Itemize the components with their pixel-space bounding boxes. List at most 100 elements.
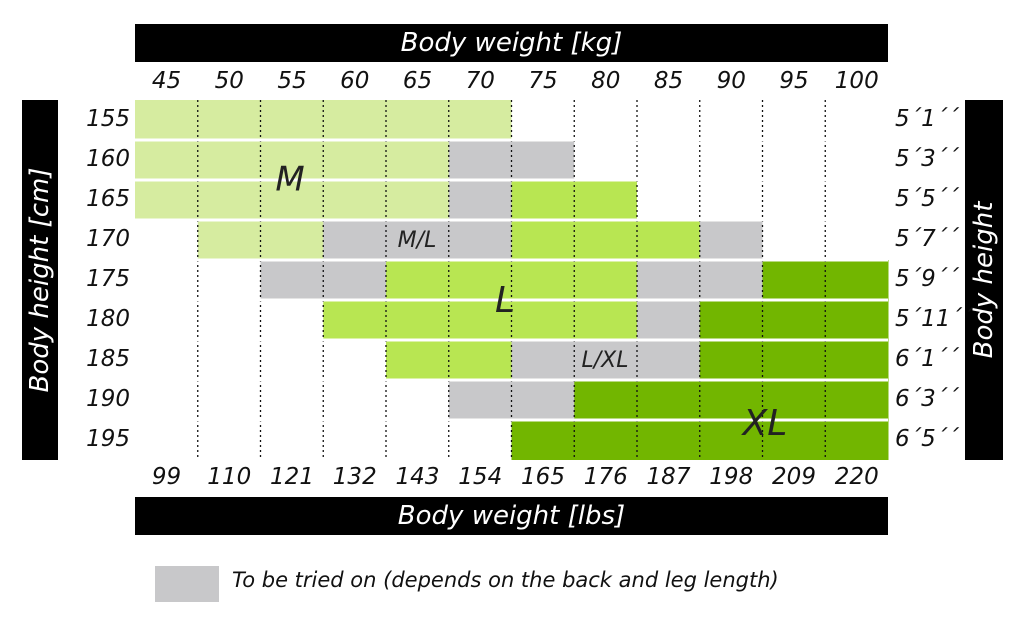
- tick-cm: 185: [86, 346, 130, 372]
- region-label-l: L: [495, 280, 515, 321]
- tick-cm: 165: [86, 186, 130, 212]
- cell-160-80: [574, 140, 638, 180]
- cell-170-95: [762, 220, 826, 260]
- tick-cm: 175: [86, 266, 130, 292]
- cell-155-75: [511, 100, 575, 140]
- cell-185-70: [448, 340, 512, 380]
- cell-160-85: [637, 140, 701, 180]
- left-axis-title: Body height [cm]: [22, 100, 58, 460]
- region-label-m: M: [275, 160, 304, 200]
- cell-170-55: [260, 220, 324, 260]
- legend-swatch: [155, 566, 219, 602]
- cell-175-65: [386, 260, 450, 300]
- cell-170-45: [135, 220, 199, 260]
- cell-160-70: [448, 140, 512, 180]
- cell-155-55: [260, 100, 324, 140]
- tick-kg: 60: [340, 68, 370, 94]
- tick-lbs: 154: [458, 464, 503, 490]
- tick-kg: 45: [151, 68, 182, 94]
- cell-175-80: [574, 260, 638, 300]
- cell-175-95: [762, 260, 826, 300]
- tick-cm: 160: [86, 146, 130, 172]
- cell-190-75: [511, 380, 575, 420]
- tick-cm: 170: [86, 226, 130, 252]
- cell-165-75: [511, 180, 575, 220]
- cell-180-45: [135, 300, 199, 340]
- cell-195-70: [448, 420, 512, 460]
- cell-165-90: [699, 180, 763, 220]
- cell-160-60: [323, 140, 387, 180]
- tick-kg: 75: [528, 68, 558, 94]
- tick-ft: 6´1´´: [895, 346, 959, 372]
- cell-185-45: [135, 340, 199, 380]
- cell-195-90: [699, 420, 763, 460]
- cell-175-100: [825, 260, 889, 300]
- tick-lbs: 110: [207, 464, 252, 490]
- cell-180-55: [260, 300, 324, 340]
- cell-195-55: [260, 420, 324, 460]
- tick-kg: 100: [834, 68, 879, 94]
- cell-155-45: [135, 100, 199, 140]
- cell-160-55: [260, 140, 324, 180]
- cell-185-95: [762, 340, 826, 380]
- tick-ft: 6´3´´: [895, 386, 959, 412]
- cell-160-95: [762, 140, 826, 180]
- cell-165-85: [637, 180, 701, 220]
- cell-180-80: [574, 300, 638, 340]
- cell-195-75: [511, 420, 575, 460]
- tick-lbs: 187: [646, 464, 691, 490]
- cell-170-65: [386, 220, 450, 260]
- cell-170-100: [825, 220, 889, 260]
- cell-195-100: [825, 420, 889, 460]
- cell-185-85: [637, 340, 701, 380]
- cell-175-60: [323, 260, 387, 300]
- tick-kg: 55: [277, 68, 307, 94]
- cell-165-65: [386, 180, 450, 220]
- tick-cm: 180: [86, 306, 130, 332]
- cell-190-65: [386, 380, 450, 420]
- cell-190-50: [197, 380, 261, 420]
- cell-170-85: [637, 220, 701, 260]
- cell-185-65: [386, 340, 450, 380]
- tick-lbs: 165: [521, 464, 565, 490]
- cell-185-90: [699, 340, 763, 380]
- cell-185-100: [825, 340, 889, 380]
- cell-180-50: [197, 300, 261, 340]
- cell-190-60: [323, 380, 387, 420]
- region-label-m-l: M/L: [398, 228, 437, 253]
- cell-160-65: [386, 140, 450, 180]
- cell-180-70: [448, 300, 512, 340]
- cell-175-75: [511, 260, 575, 300]
- tick-ft: 5´1´´: [895, 106, 959, 132]
- cell-160-50: [197, 140, 261, 180]
- cell-180-85: [637, 300, 701, 340]
- cell-195-60: [323, 420, 387, 460]
- cell-155-95: [762, 100, 826, 140]
- cell-155-90: [699, 100, 763, 140]
- region-label-l-xl: L/XL: [582, 348, 629, 373]
- tick-kg: 50: [214, 68, 244, 94]
- tick-ft: 5´3´´: [895, 146, 959, 172]
- cell-155-65: [386, 100, 450, 140]
- cell-190-90: [699, 380, 763, 420]
- tick-ft: 5´11´´: [895, 306, 974, 332]
- cell-195-95: [762, 420, 826, 460]
- tick-kg: 95: [779, 68, 809, 94]
- cell-175-85: [637, 260, 701, 300]
- cell-175-55: [260, 260, 324, 300]
- cell-160-100: [825, 140, 889, 180]
- cell-190-100: [825, 380, 889, 420]
- cell-180-60: [323, 300, 387, 340]
- cell-180-90: [699, 300, 763, 340]
- cell-165-55: [260, 180, 324, 220]
- legend-label: To be tried on (depends on the back and …: [232, 568, 779, 592]
- cell-195-80: [574, 420, 638, 460]
- cell-165-95: [762, 180, 826, 220]
- tick-lbs: 99: [151, 464, 182, 490]
- cell-165-80: [574, 180, 638, 220]
- cell-195-85: [637, 420, 701, 460]
- cell-155-85: [637, 100, 701, 140]
- tick-kg: 90: [716, 68, 746, 94]
- cell-190-45: [135, 380, 199, 420]
- bottom-axis-title: Body weight [lbs]: [135, 497, 888, 535]
